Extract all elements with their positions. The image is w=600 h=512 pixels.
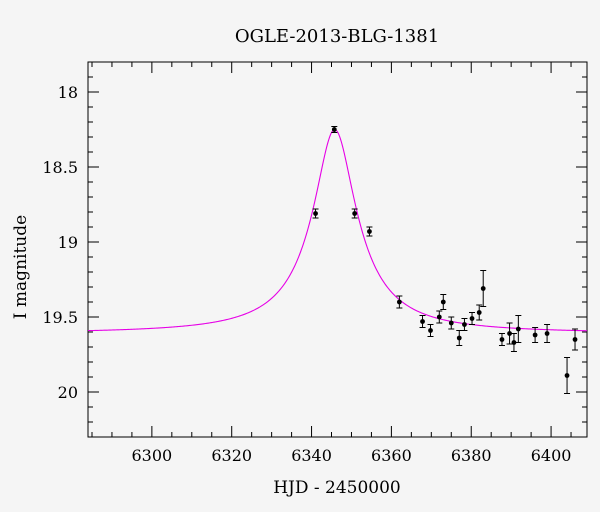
data-marker — [469, 316, 475, 321]
data-marker — [564, 373, 570, 378]
y-tick-label: 18.5 — [42, 158, 78, 177]
data-marker — [352, 211, 358, 216]
data-marker — [499, 337, 505, 342]
data-marker — [420, 319, 425, 324]
data-point — [476, 304, 483, 321]
data-marker — [515, 326, 521, 332]
data-point — [532, 327, 539, 343]
data-marker — [440, 299, 446, 305]
data-point — [461, 318, 468, 331]
data-point — [572, 328, 579, 351]
model-curve — [87, 128, 588, 332]
data-point — [331, 126, 338, 133]
chart-title: OGLE-2013-BLG-1381 — [235, 26, 439, 47]
data-marker — [436, 314, 442, 320]
y-tick-label: 20 — [58, 383, 78, 402]
x-tick-label: 6360 — [371, 446, 412, 465]
data-marker — [462, 322, 467, 327]
data-point — [419, 315, 426, 328]
data-marker — [367, 229, 372, 234]
x-tick-label: 6380 — [451, 446, 492, 465]
x-tick-label: 6400 — [531, 446, 572, 465]
data-point — [427, 324, 434, 337]
data-point — [564, 357, 571, 394]
x-tick-label: 6300 — [132, 446, 173, 465]
data-point — [480, 270, 487, 307]
data-marker — [428, 328, 433, 333]
data-point — [312, 208, 319, 219]
data-point — [544, 324, 551, 343]
y-tick-label: 18 — [58, 83, 78, 102]
data-marker — [532, 332, 538, 338]
data-marker — [456, 335, 462, 341]
y-axis-label: I magnitude — [11, 215, 31, 319]
x-axis-label: HJD - 2450000 — [273, 478, 401, 498]
data-point — [436, 310, 443, 324]
data-marker — [544, 331, 550, 336]
x-tick-label: 6320 — [211, 446, 252, 465]
data-point — [515, 315, 522, 343]
data-point — [506, 322, 513, 345]
y-tick-label: 19 — [58, 233, 78, 252]
data-marker — [396, 299, 402, 305]
data-marker — [313, 211, 318, 216]
data-marker — [480, 286, 486, 291]
data-point — [396, 295, 403, 309]
data-point — [456, 330, 463, 346]
data-marker — [331, 127, 337, 132]
data-marker — [507, 331, 512, 336]
data-marker — [476, 310, 482, 315]
data-point — [510, 333, 517, 352]
x-tick-label: 6340 — [291, 446, 332, 465]
plot-frame — [87, 61, 588, 438]
data-point — [440, 294, 447, 310]
data-point — [351, 208, 358, 219]
data-point — [448, 316, 455, 330]
data-point — [498, 333, 505, 346]
data-point — [366, 226, 373, 237]
data-marker — [572, 337, 578, 342]
data-point — [469, 312, 476, 325]
data-marker — [511, 340, 517, 345]
y-tick-label: 19.5 — [42, 308, 78, 327]
data-marker — [448, 320, 454, 326]
